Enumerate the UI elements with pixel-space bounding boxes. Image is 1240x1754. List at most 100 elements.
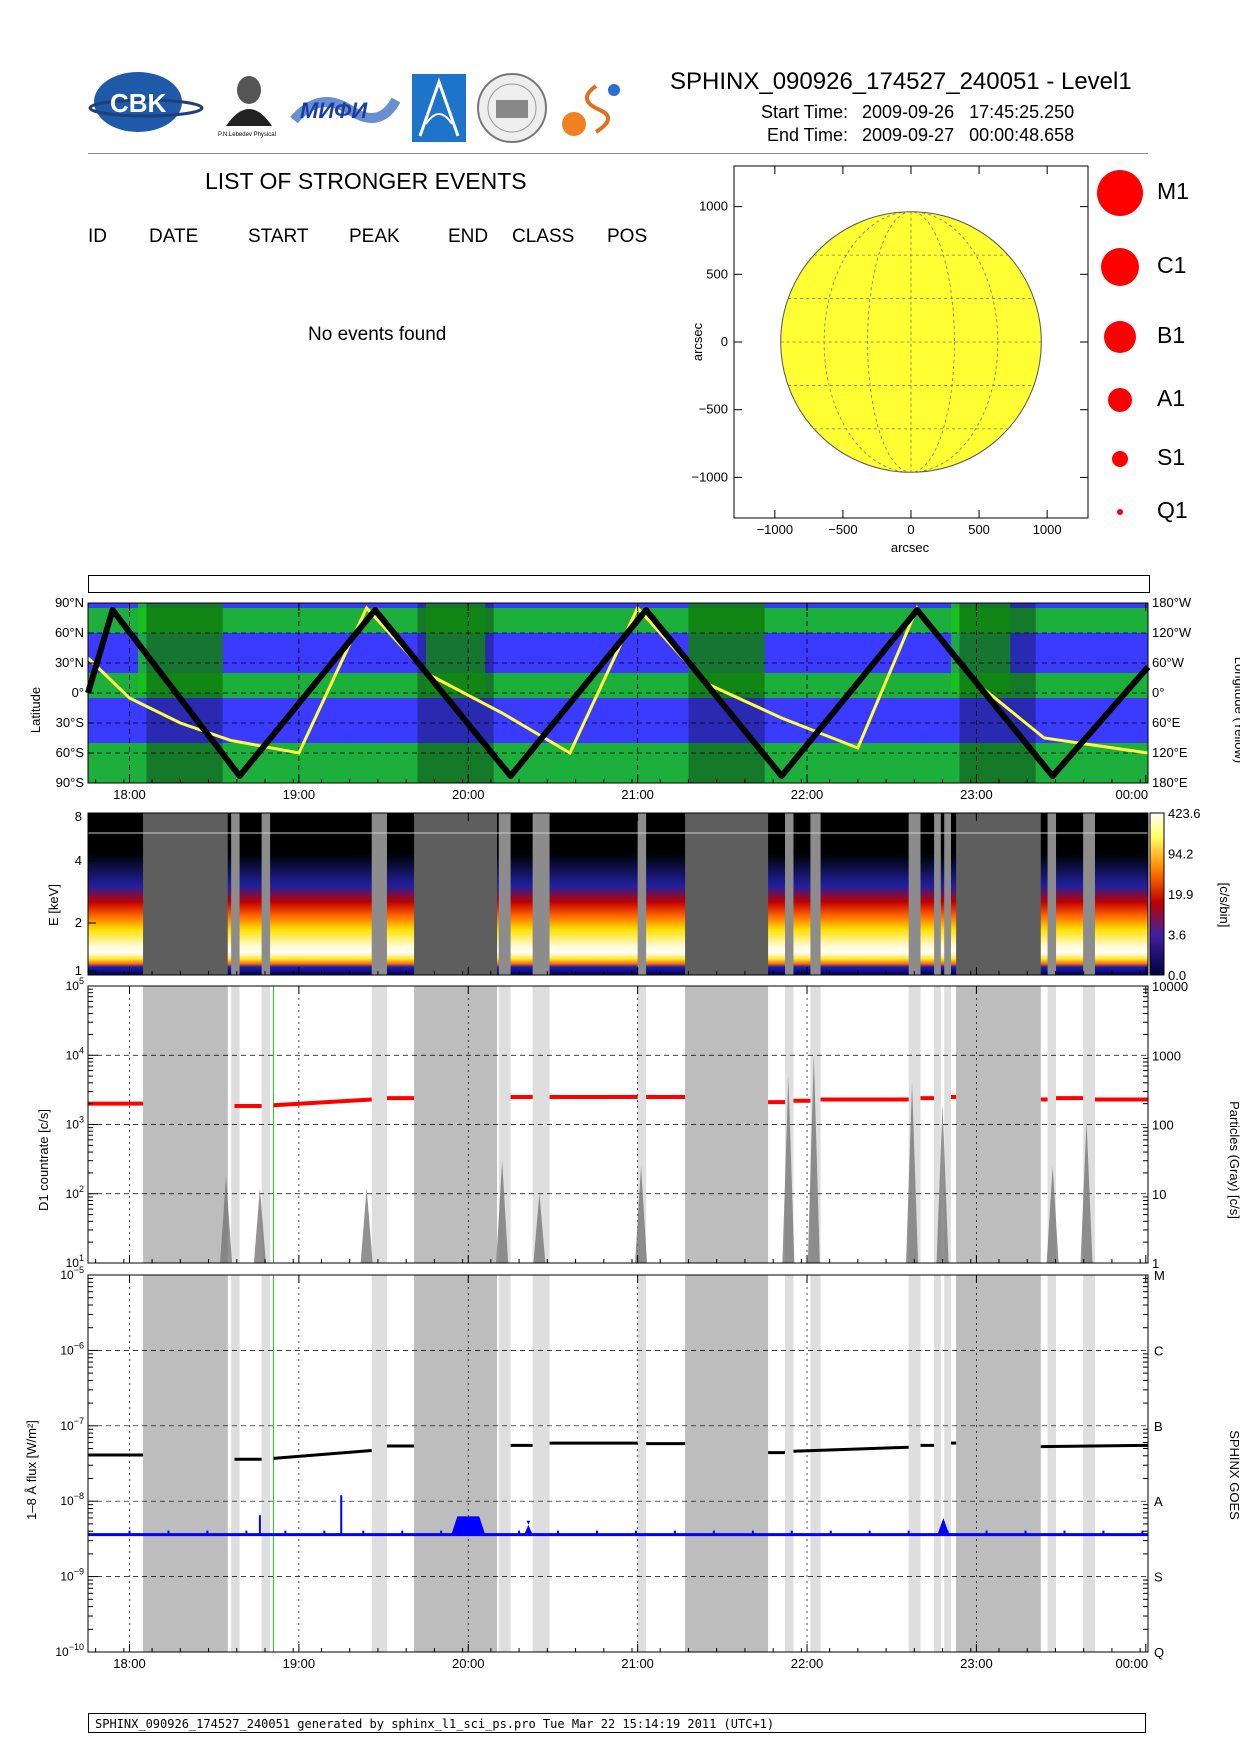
disk-xtick-label: −1000 [757,522,794,537]
d1-gap-band [908,986,921,1263]
d1-saa-band [143,986,228,1263]
empty-status-bar [88,575,1150,593]
sphinx-flux-line [1040,1443,1149,1449]
lat-ytick-label: 90°N [55,595,84,610]
lat-ytick-label: 0° [72,685,84,700]
events-col-pos: POS [607,226,648,247]
goes-class-label: Q [1154,1645,1164,1660]
particles-ytick-label: 10000 [1152,979,1188,994]
d1-gap-band [261,986,271,1263]
legend-label-a1: A1 [1157,385,1186,411]
particle-spike [533,1193,546,1263]
flux-gap-band [1083,1275,1095,1652]
spec-ylabel: E [keV] [46,884,61,926]
spec-ytick-label: 4 [75,853,82,868]
lat-dark-band [146,603,223,783]
lebedev-institute-logo: P.N.Lebedev Physical [212,72,286,142]
flux-gap-band [261,1275,271,1652]
no-events-message: No events found [308,324,447,345]
flux-gap-band [944,1275,952,1652]
flux-saa-band [956,1275,1041,1652]
flux-ytick-label: 10−8 [60,1491,84,1508]
particle-spike [807,1055,820,1263]
legend-label-s1: S1 [1157,444,1186,470]
disk-xtick-label: 500 [968,522,990,537]
spec-saa-gap [685,813,769,975]
d1-ytick-label: 105 [66,976,84,993]
end-time-row: End Time: 2009-09-27 00:00:48.658 [748,125,1074,146]
particle-spike [936,1103,949,1263]
events-col-date: DATE [149,226,199,247]
goes-class-label: C [1154,1343,1163,1358]
disk-ytick-label: 1000 [699,199,728,214]
particle-spike [635,1166,648,1263]
colorbar-tick-label: 0.0 [1168,968,1186,983]
flux-gap-band [532,1275,550,1652]
legend-dot-m1 [1097,170,1143,216]
spec-ytick-label: 2 [75,915,82,930]
disk-ytick-label: 500 [706,266,728,281]
flux-gap-band [498,1275,511,1652]
events-col-end: END [448,226,489,247]
lat-xtick-label: 22:00 [791,787,824,802]
d1-saa-band [414,986,498,1263]
flux-ytick-label: 10−7 [60,1416,84,1433]
events-col-start: START [248,226,309,247]
particle-spike [496,1160,509,1263]
flux-ytick-label: 10−10 [55,1642,84,1659]
spec-colorbar-label: [c/s/bin] [1217,883,1232,928]
disk-xtick-label: −500 [828,522,857,537]
flux-frame [87,1274,1149,1653]
flux-xtick-label: 23:00 [960,1656,993,1671]
lat-ytick-label: 30°S [56,715,85,730]
legend-dot-c1 [1101,248,1139,286]
disk-meridian-line [823,211,999,473]
flux-ylabel: 1–8 Å flux [W/m²] [24,1420,39,1520]
lat-green-patch [951,603,1011,693]
particles-ytick-label: 1 [1152,1256,1159,1271]
flux-saa-band [414,1275,498,1652]
lon-ytick-label: 60°E [1152,715,1181,730]
header-divider [88,153,1148,154]
spec-data-gap [371,813,387,975]
colorbar [1149,812,1165,976]
particles-ytick-label: 100 [1152,1118,1174,1133]
spec-data-gap [498,813,511,975]
particles-ylabel: Particles (Gray) [c/s] [1227,1101,1240,1219]
lat-green-patch [137,603,223,693]
particle-spike [253,1188,266,1263]
lat-ytick-label: 60°N [55,625,84,640]
cbk-pan-logo: CBK [88,70,204,134]
particle-spike [220,1176,233,1263]
flux-xtick-label: 18:00 [113,1656,146,1671]
spec-data-gap [231,813,240,975]
lon-ytick-label: 0° [1152,685,1164,700]
flux-xtick-label: 20:00 [452,1656,485,1671]
time-series-plots: Latitude Longitude (Yellow) E [keV] [c/s… [24,595,1240,1671]
spec-data-gap [785,813,794,975]
disk-ytick-label: 0 [721,334,728,349]
flux-saa-band [685,1275,769,1652]
particle-spike [360,1188,373,1263]
colorbar-tick-label: 94.2 [1168,847,1193,862]
particle-spike [906,1082,919,1263]
disk-xtick-label: 0 [907,522,914,537]
spec-saa-gap [143,813,228,975]
spec-data-gap [1083,813,1095,975]
particles-ytick-label: 1000 [1152,1048,1181,1063]
flux-gap-band [785,1275,794,1652]
goes-bump [937,1517,950,1535]
lon-ytick-label: 60°W [1152,655,1185,670]
spec-data-gap [1047,813,1057,975]
legend-label-q1: Q1 [1157,497,1188,523]
flux-gap-band [371,1275,387,1652]
lat-ylabel-right: Longitude (Yellow) [1232,657,1240,763]
d1-ytick-label: 104 [66,1045,84,1062]
lat-xtick-label: 20:00 [452,787,485,802]
d1-ytick-label: 101 [66,1253,84,1270]
spec-data-gap [810,813,821,975]
legend-label-b1: B1 [1157,322,1186,348]
spec-data-gap [934,813,941,975]
lon-ytick-label: 120°W [1152,625,1192,640]
flux-xtick-label: 22:00 [791,1656,824,1671]
